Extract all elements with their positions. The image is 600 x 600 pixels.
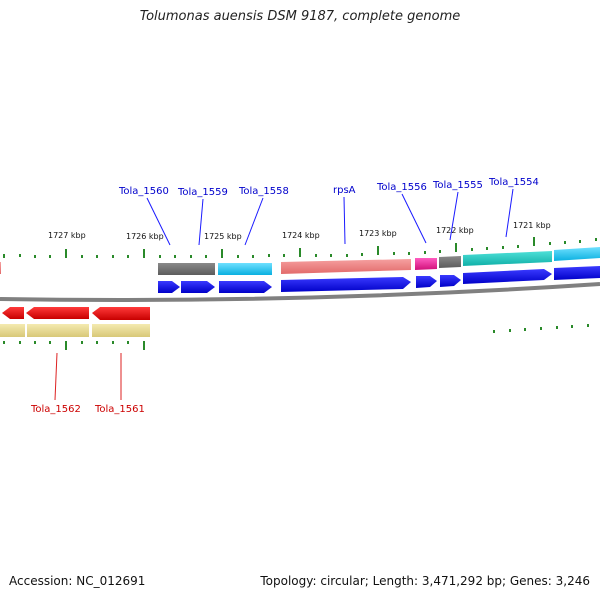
gene-labels-bottom: Tola_1562 Tola_1561	[30, 404, 145, 415]
scale-label-1727: 1727 kbp	[48, 231, 86, 240]
cds-arrow-tola-1559	[181, 281, 215, 293]
feature-cyan-right	[554, 247, 600, 261]
gene-label-tola-1560[interactable]: Tola_1560	[118, 186, 169, 197]
gene-label-tola-1556[interactable]: Tola_1556	[376, 182, 427, 193]
upper-feature-track	[0, 247, 600, 275]
scale-label-1726: 1726 kbp	[126, 232, 164, 241]
feature-khaki-1562	[27, 324, 89, 337]
accession-text: Accession: NC_012691	[9, 574, 146, 588]
genome-summary-text: Topology: circular; Length: 3,471,292 bp…	[260, 574, 590, 588]
gene-labels-top: Tola_1560 Tola_1559 Tola_1558 rpsA Tola_…	[118, 177, 539, 198]
cds-arrow-rpsa	[281, 277, 411, 292]
cds-arrow-tola-1560	[158, 281, 180, 293]
reverse-cds-track	[2, 307, 150, 320]
cds-arrow-tola-1562	[26, 307, 89, 319]
feature-gray-1555	[439, 256, 461, 268]
feature-khaki-left	[0, 324, 25, 337]
cds-arrow-tola-1561	[92, 307, 150, 320]
scale-label-1723: 1723 kbp	[359, 229, 397, 238]
label-leader-lines	[146, 188, 514, 246]
feature-pink-rpsa	[281, 259, 411, 274]
gene-label-tola-1562[interactable]: Tola_1562	[30, 404, 81, 415]
cds-arrow-tola-1558	[219, 281, 272, 293]
gene-label-tola-1554[interactable]: Tola_1554	[488, 177, 539, 188]
reverse-leader-lines	[54, 352, 122, 401]
genome-backbone	[0, 282, 600, 302]
gene-label-rpsa[interactable]: rpsA	[333, 185, 356, 196]
cds-arrow-right	[554, 266, 600, 280]
gene-label-tola-1555[interactable]: Tola_1555	[432, 180, 483, 191]
feature-magenta-1556	[415, 258, 437, 270]
cds-arrow-tola-1555	[440, 275, 461, 287]
gene-label-tola-1561[interactable]: Tola_1561	[94, 404, 145, 415]
gene-label-tola-1558[interactable]: Tola_1558	[238, 186, 289, 197]
scale-label-1725: 1725 kbp	[204, 232, 242, 241]
forward-cds-track	[158, 266, 600, 293]
gene-label-tola-1559[interactable]: Tola_1559	[177, 187, 228, 198]
feature-gray-1560	[158, 263, 215, 275]
map-title: Tolumonas auensis DSM 9187, complete gen…	[139, 9, 461, 24]
scale-labels: 1727 kbp 1726 kbp 1725 kbp 1724 kbp 1723…	[48, 221, 551, 241]
scale-label-1724: 1724 kbp	[282, 231, 320, 240]
feature-khaki-1561	[92, 324, 150, 337]
cds-arrow-left-edge	[2, 307, 24, 319]
cds-arrow-tola-1554	[463, 269, 552, 284]
lower-feature-track	[0, 324, 150, 337]
feature-pink-left-edge	[0, 262, 1, 274]
upper-tick-ruler	[3, 237, 597, 258]
feature-teal-1554	[463, 251, 552, 266]
cds-arrow-tola-1556	[416, 276, 437, 288]
scale-label-1722: 1722 kbp	[436, 226, 474, 235]
lower-tick-ruler	[3, 324, 589, 350]
scale-label-1721: 1721 kbp	[513, 221, 551, 230]
feature-cyan-1558	[218, 263, 272, 275]
